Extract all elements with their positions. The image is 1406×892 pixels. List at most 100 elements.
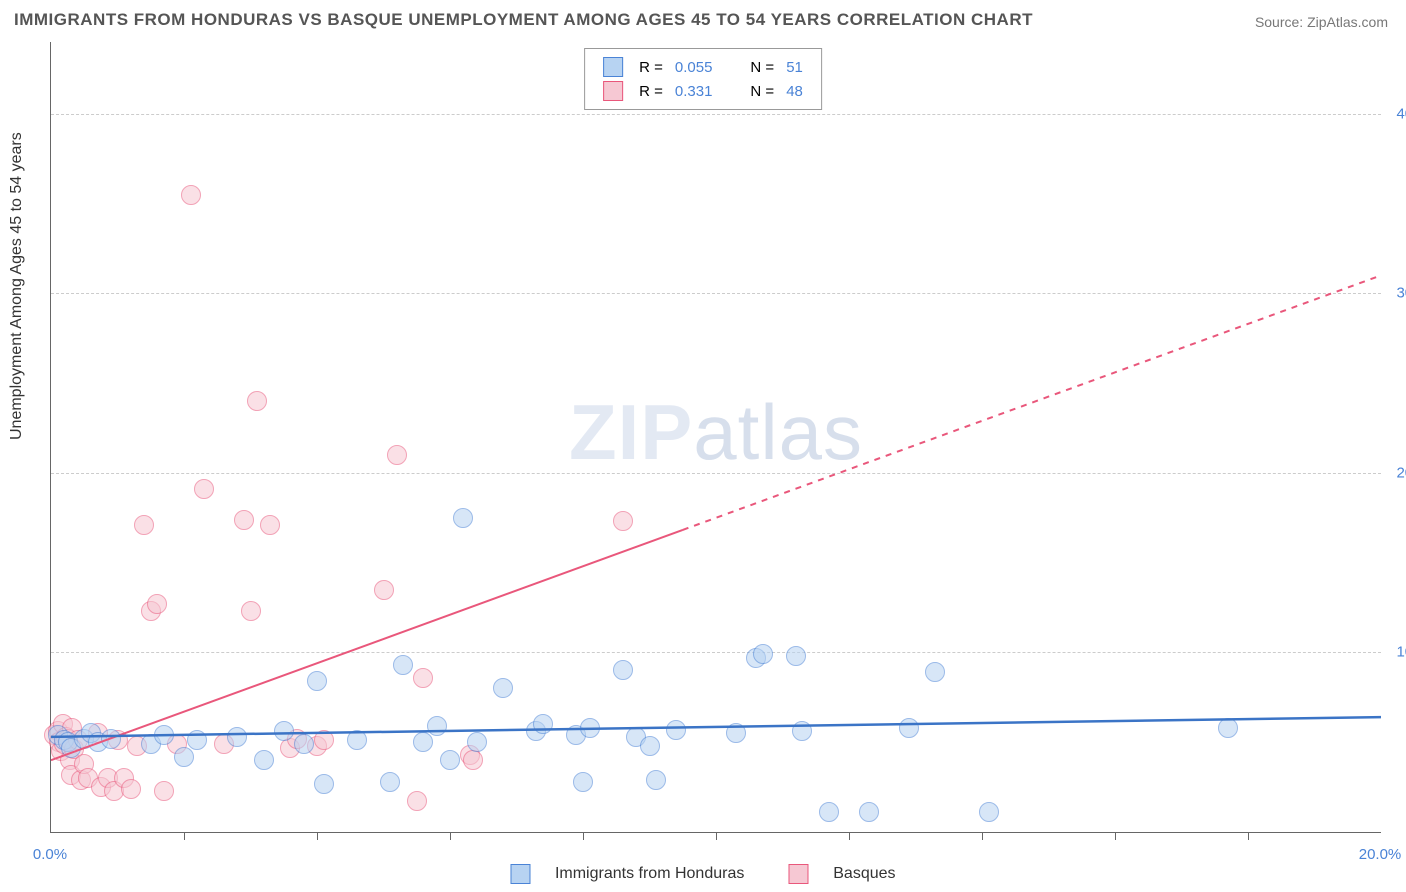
legend-series: Immigrants from Honduras Basques (490, 864, 915, 884)
data-point (134, 515, 154, 535)
legend-stats-box: R = 0.055 N = 51 R = 0.331 N = 48 (584, 48, 822, 110)
gridline (51, 473, 1381, 474)
scatter-plot: ZIPatlas 10.0%20.0%30.0%40.0% (50, 42, 1381, 833)
y-tick-label: 20.0% (1389, 464, 1406, 481)
data-point (413, 668, 433, 688)
x-tick (317, 832, 318, 840)
data-point (859, 802, 879, 822)
data-point (387, 445, 407, 465)
y-axis-title: Unemployment Among Ages 45 to 54 years (8, 132, 26, 440)
watermark-bold: ZIP (569, 388, 693, 476)
source-name: ZipAtlas.com (1307, 14, 1388, 30)
data-point (819, 802, 839, 822)
legend-label-blue: Immigrants from Honduras (555, 865, 744, 882)
x-tick-label: 20.0% (1359, 846, 1402, 863)
data-point (792, 721, 812, 741)
watermark: ZIPatlas (569, 387, 863, 478)
data-point (374, 580, 394, 600)
data-point (463, 750, 483, 770)
data-point (979, 802, 999, 822)
data-point (453, 508, 473, 528)
data-point (427, 716, 447, 736)
data-point (925, 662, 945, 682)
swatch-pink-icon (603, 81, 623, 101)
gridline (51, 293, 1381, 294)
data-point (413, 732, 433, 752)
r-value-pink: 0.331 (669, 79, 719, 103)
data-point (260, 515, 280, 535)
data-point (613, 511, 633, 531)
data-point (187, 730, 207, 750)
n-value-blue: 51 (780, 55, 809, 79)
x-tick (982, 832, 983, 840)
data-point (440, 750, 460, 770)
r-label: R = (633, 55, 669, 79)
legend-item-pink: Basques (779, 865, 906, 882)
data-point (314, 774, 334, 794)
x-tick (716, 832, 717, 840)
x-tick (849, 832, 850, 840)
x-tick (583, 832, 584, 840)
data-point (154, 781, 174, 801)
data-point (393, 655, 413, 675)
x-tick (450, 832, 451, 840)
watermark-light: atlas (693, 388, 863, 476)
n-label: N = (744, 55, 780, 79)
data-point (753, 644, 773, 664)
data-point (613, 660, 633, 680)
r-label: R = (633, 79, 669, 103)
data-point (533, 714, 553, 734)
legend-item-blue: Immigrants from Honduras (500, 865, 758, 882)
data-point (493, 678, 513, 698)
data-point (174, 747, 194, 767)
x-tick (184, 832, 185, 840)
data-point (467, 732, 487, 752)
data-point (101, 729, 121, 749)
gridline (51, 114, 1381, 115)
data-point (254, 750, 274, 770)
data-point (181, 185, 201, 205)
data-point (380, 772, 400, 792)
data-point (307, 671, 327, 691)
data-point (580, 718, 600, 738)
swatch-pink-icon (789, 864, 809, 884)
data-point (666, 720, 686, 740)
source-attribution: Source: ZipAtlas.com (1255, 14, 1388, 30)
data-point (573, 772, 593, 792)
swatch-blue-icon (603, 57, 623, 77)
data-point (247, 391, 267, 411)
x-tick (1248, 832, 1249, 840)
legend-label-pink: Basques (833, 865, 895, 882)
legend-row-pink: R = 0.331 N = 48 (597, 79, 809, 103)
gridline (51, 652, 1381, 653)
n-label: N = (744, 79, 780, 103)
data-point (347, 730, 367, 750)
data-point (194, 479, 214, 499)
x-tick-label: 0.0% (33, 846, 67, 863)
data-point (726, 723, 746, 743)
legend-row-blue: R = 0.055 N = 51 (597, 55, 809, 79)
y-tick-label: 10.0% (1389, 644, 1406, 661)
data-point (646, 770, 666, 790)
data-point (241, 601, 261, 621)
x-tick (1115, 832, 1116, 840)
data-point (121, 779, 141, 799)
r-value-blue: 0.055 (669, 55, 719, 79)
data-point (154, 725, 174, 745)
data-point (407, 791, 427, 811)
data-point (899, 718, 919, 738)
data-point (314, 730, 334, 750)
trendlines (51, 42, 1381, 832)
data-point (147, 594, 167, 614)
data-point (294, 734, 314, 754)
data-point (227, 727, 247, 747)
y-tick-label: 40.0% (1389, 105, 1406, 122)
data-point (1218, 718, 1238, 738)
data-point (786, 646, 806, 666)
source-label: Source: (1255, 14, 1303, 30)
swatch-blue-icon (510, 864, 530, 884)
data-point (274, 721, 294, 741)
chart-title: IMMIGRANTS FROM HONDURAS VS BASQUE UNEMP… (14, 10, 1033, 30)
y-tick-label: 30.0% (1389, 285, 1406, 302)
n-value-pink: 48 (780, 79, 809, 103)
